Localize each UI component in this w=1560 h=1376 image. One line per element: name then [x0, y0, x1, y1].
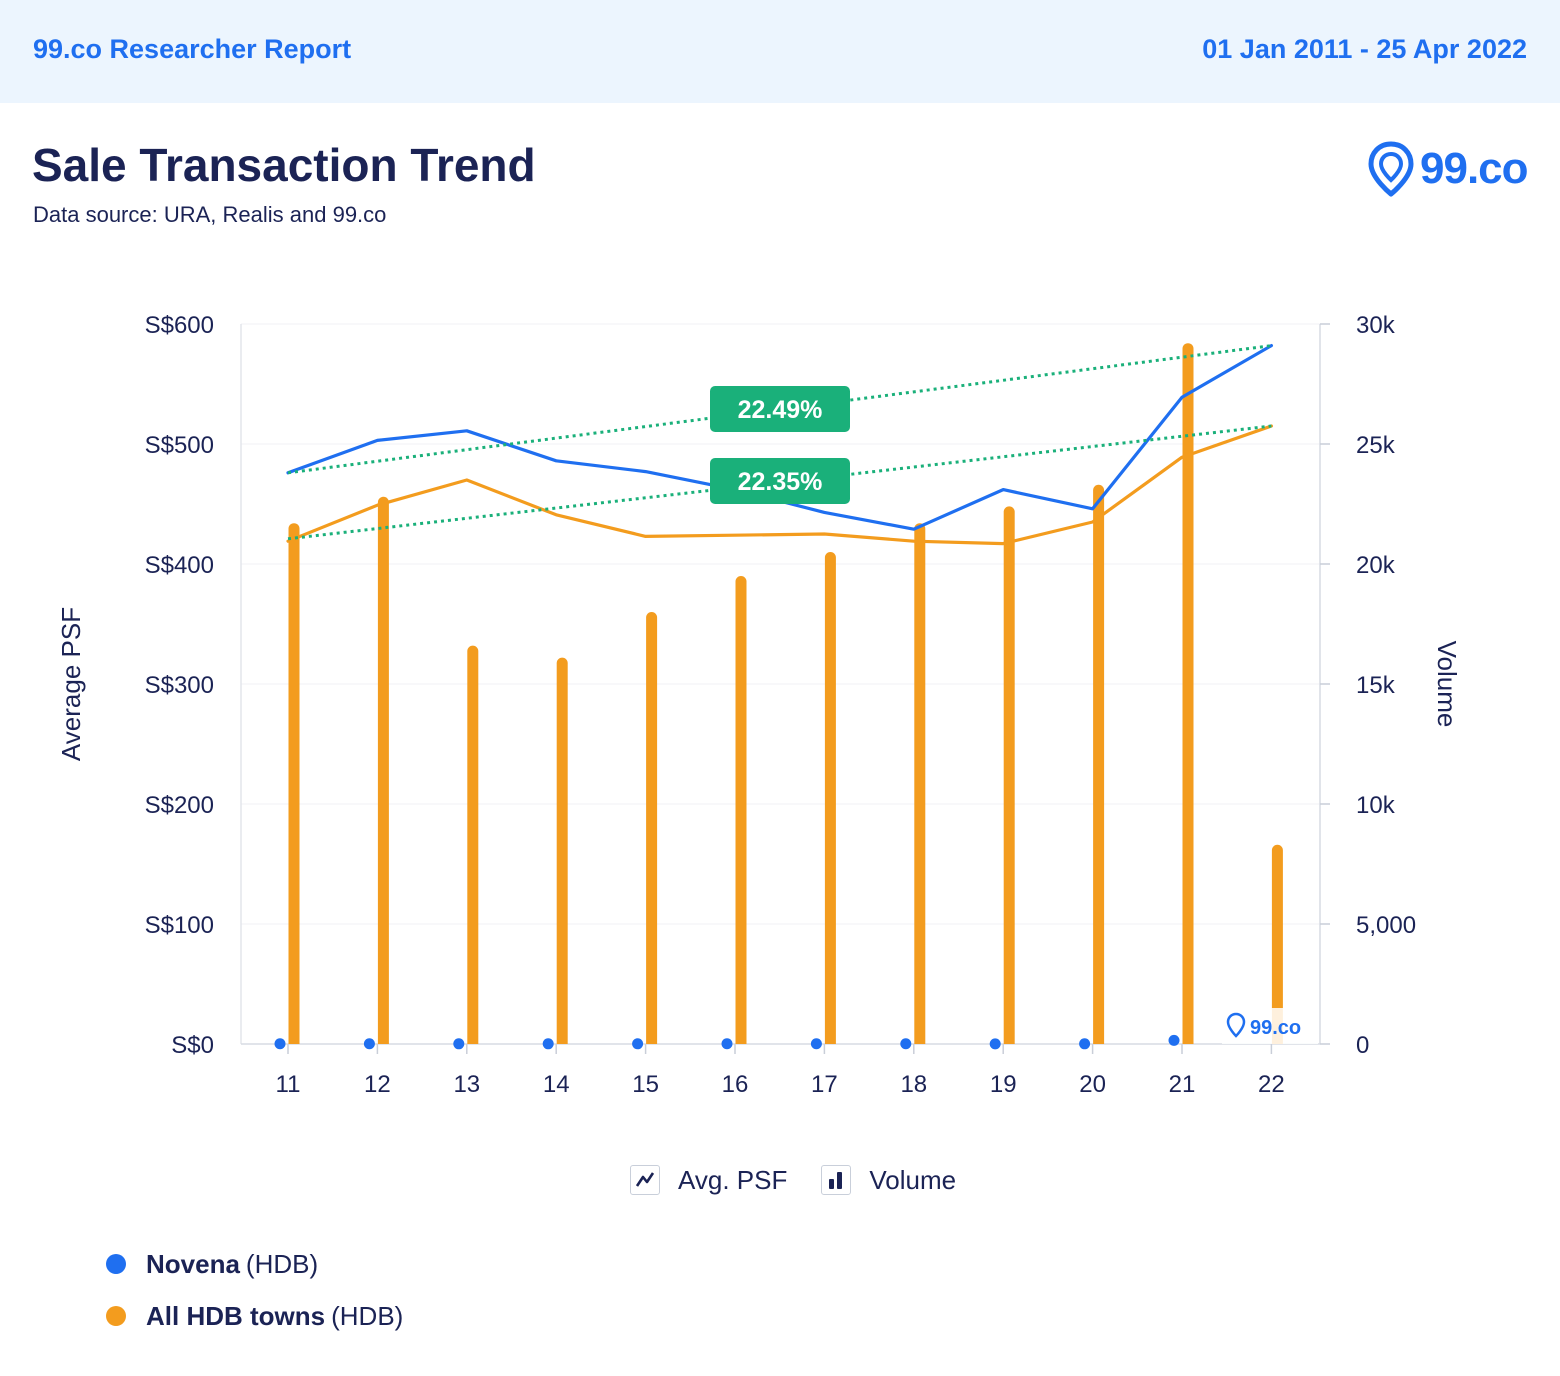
- report-date-range: 01 Jan 2011 - 25 Apr 2022: [1202, 34, 1527, 64]
- psf-lines: [286, 344, 1274, 546]
- volume-bar-all-hdb: [824, 552, 836, 1044]
- volume-dot-novena: [1079, 1038, 1091, 1050]
- y-right-tick-label: 30k: [1356, 312, 1396, 339]
- x-tick-label: 11: [276, 1071, 301, 1098]
- y-left-tick-label: S$200: [145, 792, 214, 819]
- chart-subtitle: Data source: URA, Realis and 99.co: [33, 202, 387, 227]
- chart-watermark: 99.co: [1222, 1008, 1318, 1044]
- y-right-tick-label: 20k: [1356, 552, 1396, 579]
- y-right-tick-label: 15k: [1356, 672, 1396, 699]
- location-pin-icon: [1368, 141, 1414, 197]
- y-right-tick-label: 0: [1356, 1032, 1369, 1059]
- volume-bar-all-hdb: [288, 523, 300, 1044]
- legend-toggle-label: Avg. PSF: [678, 1164, 788, 1195]
- novena-volume-dots: [274, 1034, 1180, 1050]
- trend-badge-label: 22.35%: [738, 468, 823, 496]
- volume-dot-novena: [1168, 1034, 1180, 1046]
- y-right-tick-label: 25k: [1356, 432, 1396, 459]
- volume-dot-novena: [632, 1038, 644, 1050]
- watermark-pin-icon: [1226, 1012, 1246, 1038]
- psf-line-all-hdb: [286, 424, 1274, 546]
- volume-bars: [288, 343, 1283, 1044]
- trend-badge: [710, 458, 850, 504]
- bar-chart-icon: [821, 1165, 852, 1195]
- x-tick-label: 13: [453, 1071, 480, 1098]
- volume-bar-all-hdb: [556, 657, 568, 1044]
- legend-dot-all-hdb: [106, 1306, 126, 1326]
- x-tick-label: 12: [364, 1071, 391, 1098]
- axis-labels: S$0 S$100 S$200 S$300 S$400 S$500 S$600 0 5,000 1…: [56, 312, 1462, 1098]
- axes: [240, 323, 1330, 1054]
- volume-bar-all-hdb: [1182, 343, 1194, 1044]
- y-right-tick-label: 10k: [1356, 792, 1396, 819]
- volume-bar-all-hdb: [1271, 844, 1283, 1044]
- x-tick-label: 20: [1079, 1071, 1106, 1098]
- series-legend: Novena (HDB) All HDB towns (HDB): [106, 1238, 403, 1342]
- volume-dot-novena: [900, 1038, 912, 1050]
- volume-bar-all-hdb: [735, 576, 747, 1044]
- volume-dot-novena: [810, 1038, 822, 1050]
- chart-type-legend: Avg. PSF Volume: [630, 1160, 990, 1200]
- x-tick-label: 16: [722, 1071, 749, 1098]
- legend-series-name: All HDB towns: [146, 1300, 326, 1331]
- y-right-tick-label: 5,000: [1356, 912, 1416, 939]
- volume-dot-novena: [721, 1038, 733, 1050]
- y-axis-left-title: Average PSF: [56, 607, 86, 761]
- legend-toggle-volume[interactable]: Volume: [821, 1165, 956, 1196]
- legend-item-novena[interactable]: Novena (HDB): [106, 1238, 403, 1290]
- line-chart-icon: [630, 1165, 660, 1195]
- brand-logo: 99.co: [1366, 140, 1536, 200]
- legend-series-type: (HDB): [331, 1300, 404, 1331]
- x-tick-label: 15: [632, 1071, 659, 1098]
- legend-series-type: (HDB): [245, 1248, 319, 1279]
- volume-dot-novena: [453, 1038, 465, 1050]
- x-tick-label: 19: [990, 1071, 1017, 1098]
- x-tick-label: 17: [811, 1071, 838, 1098]
- legend-item-all-hdb-towns[interactable]: All HDB towns (HDB): [106, 1290, 403, 1342]
- y-axis-right-title: Volume: [1432, 641, 1462, 728]
- volume-dot-novena: [363, 1038, 375, 1050]
- x-tick-label: 21: [1169, 1071, 1196, 1098]
- watermark-text: 99.co: [1250, 1017, 1301, 1039]
- y-left-tick-label: S$300: [145, 672, 214, 699]
- trend-badge: [710, 386, 850, 432]
- x-tick-label: 18: [900, 1071, 927, 1098]
- y-left-tick-label: S$100: [145, 912, 214, 939]
- volume-bar-all-hdb: [1003, 506, 1015, 1044]
- y-left-tick-label: S$500: [145, 432, 214, 459]
- volume-bar-all-hdb: [646, 612, 658, 1044]
- chart-title: Sale Transaction Trend: [32, 139, 536, 191]
- y-left-tick-label: S$400: [145, 552, 214, 579]
- legend-series-name: Novena: [146, 1248, 240, 1279]
- x-tick-label: 14: [543, 1071, 570, 1098]
- volume-bar-all-hdb: [914, 523, 926, 1044]
- gridlines: [241, 323, 1320, 925]
- trend-badge-label: 22.49%: [738, 396, 823, 424]
- y-left-tick-label: S$0: [171, 1032, 214, 1059]
- volume-dot-novena: [274, 1038, 286, 1050]
- volume-dot-novena: [989, 1038, 1001, 1050]
- trend-badges: 22.49% 22.35%: [710, 386, 850, 504]
- legend-dot-novena: [106, 1254, 126, 1274]
- legend-toggle-label: Volume: [869, 1164, 957, 1195]
- report-header-bar: 99.co Researcher Report 01 Jan 2011 - 25…: [0, 0, 1560, 103]
- trend-lines: [287, 344, 1272, 541]
- brand-logo-text: 99.co: [1420, 144, 1529, 193]
- x-tick-label: 22: [1258, 1071, 1285, 1098]
- volume-bar-all-hdb: [377, 496, 389, 1044]
- y-left-tick-label: S$600: [145, 312, 214, 339]
- report-label: 99.co Researcher Report: [33, 34, 352, 64]
- volume-dot-novena: [542, 1038, 554, 1050]
- volume-bar-all-hdb: [1093, 484, 1105, 1044]
- volume-bar-all-hdb: [467, 645, 479, 1044]
- trend-line-novena: [287, 344, 1272, 475]
- legend-toggle-avg-psf[interactable]: Avg. PSF: [630, 1165, 787, 1196]
